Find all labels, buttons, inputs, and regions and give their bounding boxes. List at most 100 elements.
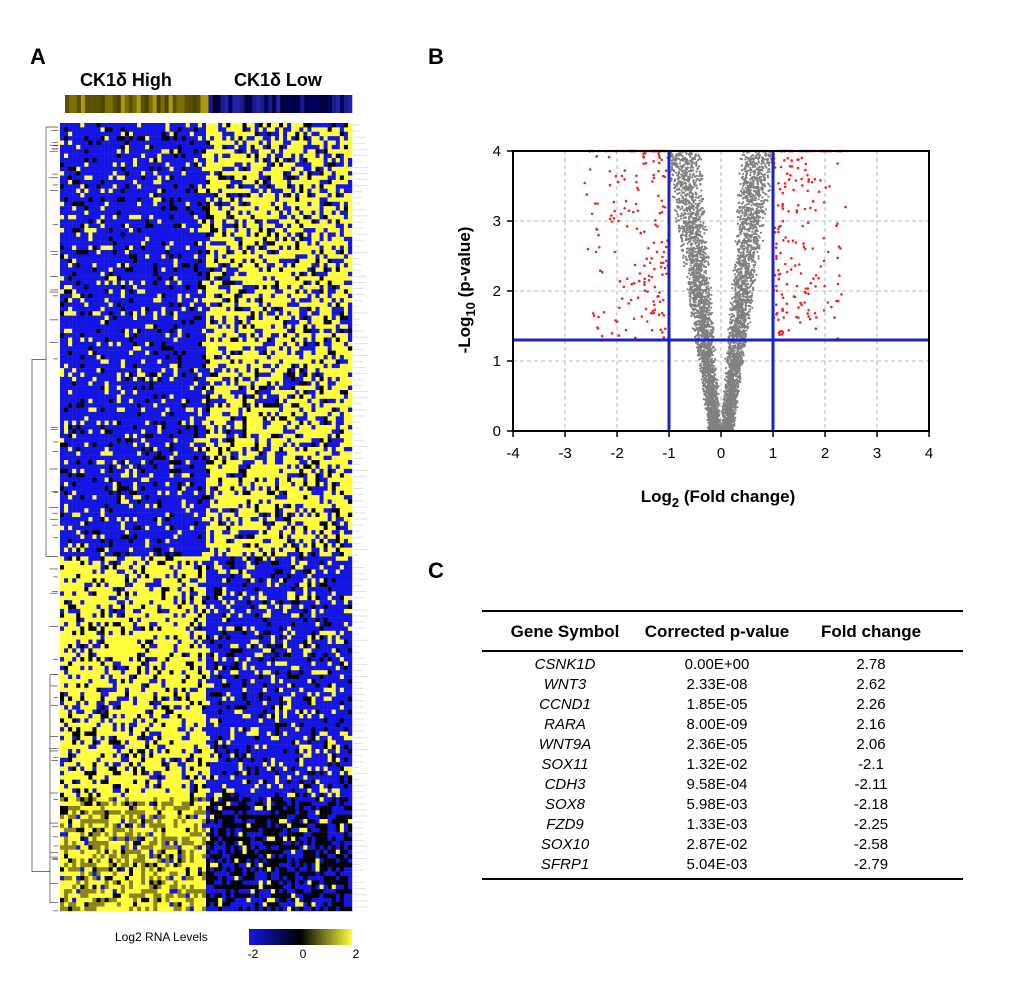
- heatmap-cell: [343, 407, 349, 413]
- heatmap-cell: [64, 175, 69, 181]
- heatmap-cell: [137, 179, 142, 185]
- annotation-bar-segment: [228, 95, 233, 113]
- heatmap-cell: [246, 324, 251, 329]
- heatmap-cell: [133, 241, 138, 246]
- heatmap-cell: [234, 390, 239, 395]
- heatmap-cell: [246, 197, 251, 202]
- heatmap-cell: [100, 123, 105, 128]
- heatmap-cell: [64, 341, 69, 347]
- heatmap-cell: [145, 284, 150, 290]
- heatmap-cell: [108, 328, 113, 334]
- heatmap-cell: [153, 302, 158, 308]
- heatmap-cell: [327, 158, 332, 163]
- heatmap-cell: [165, 363, 170, 369]
- heatmap-cell: [250, 306, 255, 312]
- heatmap-cell: [177, 166, 182, 172]
- heatmap-cell: [242, 171, 247, 176]
- heatmap-cell: [226, 206, 231, 211]
- heatmap-cell: [262, 149, 268, 154]
- heatmap-cell: [185, 258, 190, 264]
- heatmap-cell: [214, 245, 219, 251]
- heatmap-cell: [266, 320, 272, 325]
- heatmap-cell: [295, 280, 300, 286]
- heatmap-cell: [173, 350, 178, 356]
- heatmap-cell: [274, 403, 280, 408]
- heatmap-cell: [347, 381, 353, 386]
- annotation-bar-segment: [296, 95, 301, 113]
- heatmap-cell: [347, 398, 353, 404]
- heatmap-cell: [234, 363, 239, 369]
- heatmap-cell: [303, 337, 308, 343]
- heatmap-cell: [250, 315, 255, 321]
- heatmap-cell: [327, 241, 332, 246]
- heatmap-cell: [279, 179, 284, 185]
- heatmap-cell: [206, 376, 211, 382]
- heatmap-cell: [307, 280, 312, 286]
- heatmap-cell: [343, 276, 349, 281]
- heatmap-cell: [133, 201, 138, 207]
- heatmap-cell: [104, 144, 109, 150]
- heatmap-cell: [88, 394, 93, 399]
- heatmap-cell: [218, 289, 223, 294]
- heatmap-cell: [218, 320, 223, 325]
- heatmap-cell: [169, 249, 174, 255]
- heatmap-cell: [343, 201, 349, 207]
- heatmap-cell: [185, 131, 190, 137]
- heatmap-cell: [250, 320, 255, 325]
- heatmap-cell: [177, 136, 182, 141]
- heatmap-cell: [189, 328, 195, 334]
- heatmap-cell: [116, 171, 122, 176]
- heatmap-cell: [250, 249, 255, 255]
- heatmap-cell: [218, 171, 223, 176]
- heatmap-cell: [124, 355, 130, 360]
- heatmap-cell: [120, 306, 126, 312]
- heatmap-cell: [262, 350, 268, 356]
- heatmap-cell: [226, 333, 231, 338]
- heatmap-cell: [100, 232, 105, 238]
- heatmap-cell: [210, 368, 215, 373]
- dendrogram-branch: [45, 126, 58, 557]
- heatmap-cell: [222, 411, 227, 417]
- heatmap-cell: [201, 162, 207, 167]
- heatmap-cell: [347, 179, 353, 185]
- heatmap-cell: [234, 140, 239, 146]
- heatmap-cell: [88, 175, 93, 181]
- heatmap-cell: [234, 210, 239, 216]
- heatmap-cell: [120, 140, 126, 146]
- heatmap-cell: [68, 276, 73, 281]
- heatmap-cell: [137, 398, 142, 404]
- heatmap-cell: [347, 403, 353, 408]
- heatmap-cell: [250, 385, 255, 391]
- heatmap-cell: [250, 328, 255, 334]
- heatmap-cell: [68, 149, 73, 154]
- heatmap-cell: [343, 254, 349, 259]
- heatmap-cell: [270, 254, 276, 259]
- heatmap-cell: [234, 223, 239, 229]
- heatmap-cell: [266, 136, 272, 141]
- heatmap-cell: [112, 302, 117, 308]
- heatmap-cell: [96, 381, 101, 386]
- heatmap-cell: [279, 302, 284, 308]
- heatmap-cell: [165, 166, 170, 172]
- heatmap-cell: [88, 123, 93, 128]
- heatmap-cell: [307, 254, 312, 259]
- heatmap-cell: [157, 210, 162, 216]
- heatmap-cell: [254, 219, 259, 224]
- heatmap-cell: [64, 346, 69, 351]
- heatmap-cell: [319, 403, 324, 408]
- heatmap-cell: [234, 328, 239, 334]
- heatmap-cell: [214, 158, 219, 163]
- heatmap-cell: [299, 306, 304, 312]
- heatmap-cell: [299, 162, 304, 167]
- heatmap-cell: [319, 162, 324, 167]
- heatmap-cell: [283, 394, 288, 399]
- heatmap-cell: [116, 394, 122, 399]
- heatmap-cell: [137, 184, 142, 189]
- heatmap-cell: [222, 403, 227, 408]
- heatmap-cell: [80, 197, 85, 202]
- heatmap-cell: [120, 153, 126, 159]
- heatmap-cell: [238, 376, 243, 382]
- heatmap-cell: [60, 284, 65, 290]
- heatmap-cell: [218, 280, 223, 286]
- heatmap-cell: [291, 315, 296, 321]
